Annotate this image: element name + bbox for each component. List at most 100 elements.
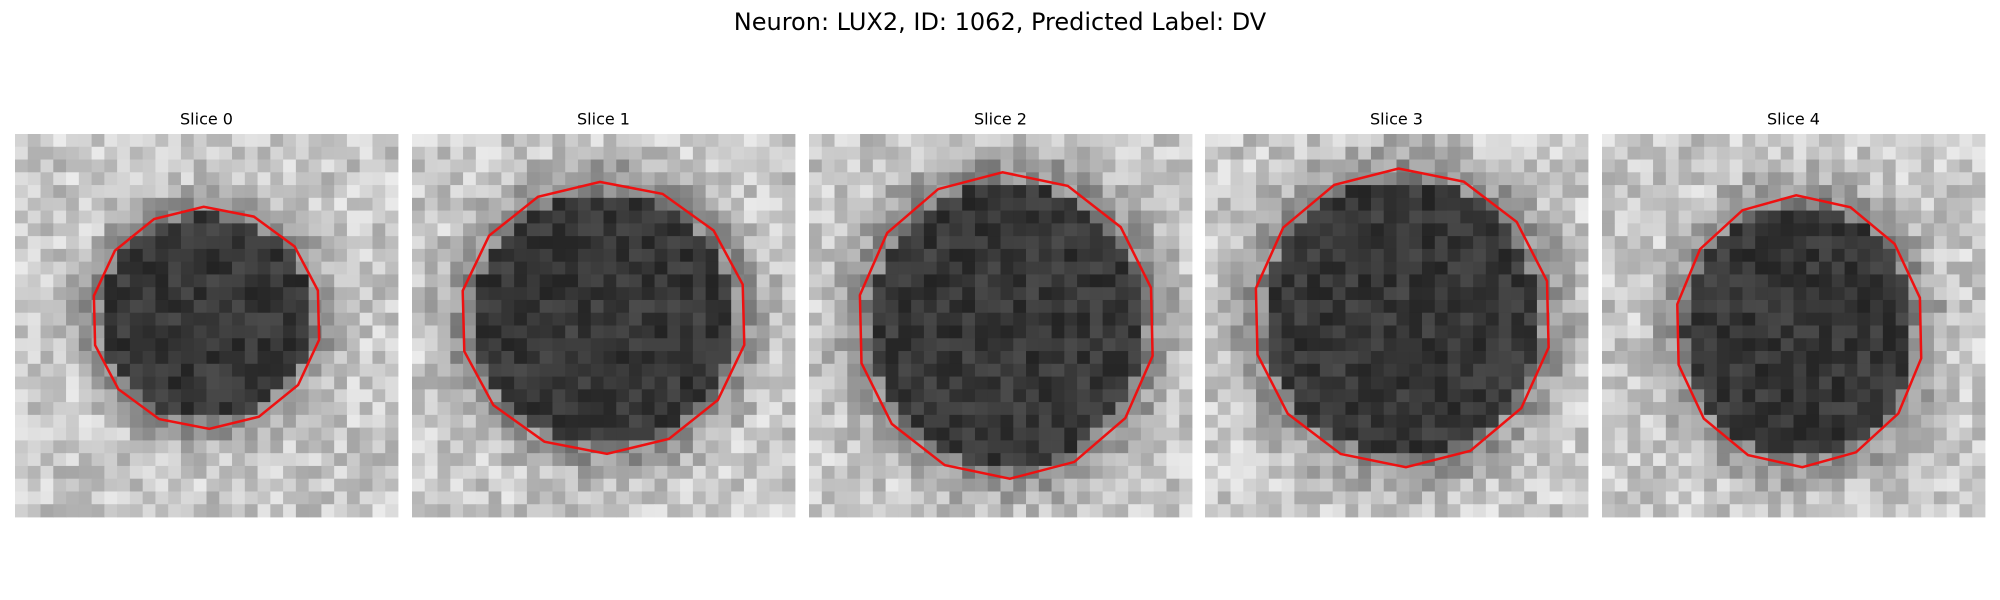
pixel [1345, 491, 1359, 505]
pixel [334, 363, 348, 377]
pixel [1844, 402, 1858, 416]
pixel [129, 159, 144, 173]
pixel [603, 197, 617, 211]
pixel [1179, 146, 1193, 160]
pixel [129, 402, 144, 416]
pixel [1000, 134, 1014, 148]
pixel [1921, 299, 1935, 314]
pixel [1307, 325, 1321, 339]
pixel [155, 134, 169, 148]
pixel [1908, 299, 1922, 314]
pixel [1653, 325, 1667, 339]
pixel [1307, 210, 1321, 224]
pixel [412, 248, 426, 263]
pixel [565, 287, 579, 301]
pixel [949, 338, 963, 352]
pixel [705, 338, 719, 352]
pixel [129, 236, 144, 250]
pixel [1205, 210, 1219, 224]
pixel [590, 325, 604, 339]
pixel [129, 453, 144, 467]
pixel [949, 134, 963, 148]
pixel [1434, 363, 1448, 377]
pixel [526, 159, 541, 173]
pixel [565, 376, 579, 390]
pixel [1972, 146, 1986, 160]
pixel [450, 363, 464, 377]
pixel [1704, 325, 1718, 339]
pixel [526, 478, 541, 492]
pixel [501, 287, 515, 301]
pixel [514, 210, 528, 224]
pixel [270, 376, 284, 390]
pixel [1370, 351, 1385, 365]
pixel [1716, 491, 1731, 505]
pixel [743, 402, 758, 416]
pixel [1627, 427, 1641, 441]
pixel [898, 287, 912, 301]
pixel [129, 146, 144, 160]
pixel [923, 504, 938, 518]
pixel [1498, 197, 1512, 211]
pixel [1051, 274, 1065, 288]
pixel [809, 465, 823, 480]
pixel [1908, 414, 1922, 429]
pixel [1536, 134, 1551, 148]
pixel [718, 465, 732, 480]
pixel [885, 325, 899, 339]
pixel [283, 338, 297, 352]
pixel [962, 197, 976, 211]
pixel [1294, 261, 1308, 275]
pixel [552, 389, 566, 403]
pixel [193, 363, 207, 377]
pixel [346, 197, 361, 211]
pixel [577, 376, 592, 390]
pixel [1205, 402, 1219, 416]
pixel [168, 172, 182, 186]
pixel [66, 427, 80, 441]
pixel [104, 414, 118, 429]
pixel [629, 146, 643, 160]
pixel [616, 478, 630, 492]
pixel [78, 159, 92, 173]
pixel [654, 287, 668, 301]
pixel [437, 134, 451, 148]
pixel [206, 325, 220, 339]
pixel [129, 504, 144, 518]
pixel [616, 491, 630, 505]
pixel [949, 402, 963, 416]
pixel [1857, 236, 1871, 250]
pixel [936, 465, 950, 480]
pixel [1460, 146, 1474, 160]
pixel [898, 325, 912, 339]
pixel [1972, 299, 1986, 314]
pixel [27, 236, 41, 250]
pixel [437, 478, 451, 492]
pixel [334, 299, 348, 314]
pixel [321, 402, 335, 416]
pixel [206, 236, 220, 250]
pixel [1243, 210, 1257, 224]
pixel [1332, 427, 1346, 441]
pixel [641, 146, 655, 160]
pixel [1729, 185, 1743, 199]
pixel [1536, 261, 1551, 275]
pixel [1089, 351, 1104, 365]
pixel [987, 491, 1001, 505]
pixel [1959, 312, 1973, 326]
pixel [1256, 248, 1270, 263]
pixel [526, 287, 541, 301]
pixel [1716, 389, 1731, 403]
pixel [987, 427, 1001, 441]
pixel [756, 210, 770, 224]
pixel [385, 197, 399, 211]
pixel [372, 197, 386, 211]
pixel [577, 146, 592, 160]
pixel [1793, 223, 1807, 237]
pixel [1562, 414, 1576, 429]
pixel [1205, 389, 1219, 403]
pixel [847, 261, 861, 275]
pixel [526, 453, 541, 467]
pixel [346, 185, 361, 199]
pixel [91, 504, 105, 518]
